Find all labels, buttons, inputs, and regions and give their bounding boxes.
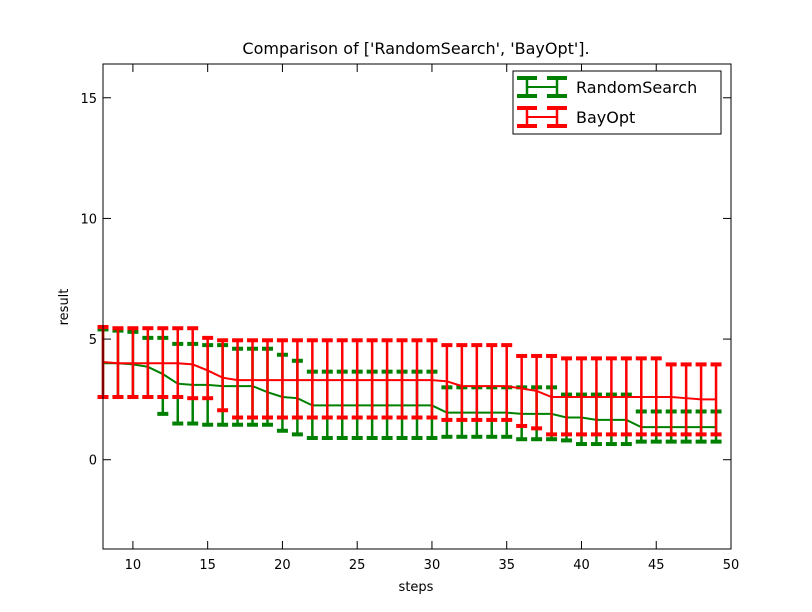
legend-label-BayOpt: BayOpt <box>576 108 635 127</box>
x-tick-label-30: 30 <box>424 558 441 573</box>
y-tick-label-0: 0 <box>89 454 97 469</box>
legend-item-RandomSearch: RandomSearch <box>517 76 697 98</box>
x-tick-label-45: 45 <box>648 558 665 573</box>
plot-frame <box>102 63 732 550</box>
legend-label-RandomSearch: RandomSearch <box>576 78 697 97</box>
y-tick-label-5: 5 <box>89 333 97 348</box>
legend-item-BayOpt: BayOpt <box>517 106 635 128</box>
chart-title: Comparison of ['RandomSearch', 'BayOpt']… <box>242 39 589 58</box>
x-axis-label: steps <box>399 580 434 595</box>
legend: RandomSearch BayOpt <box>512 70 722 135</box>
series-line-RandomSearch <box>103 362 717 429</box>
x-tick-label-25: 25 <box>349 558 366 573</box>
y-tick-label-10: 10 <box>80 212 97 227</box>
plot-area <box>97 325 722 447</box>
y-axis-label: result <box>57 289 72 326</box>
x-tick-label-35: 35 <box>498 558 515 573</box>
x-tick-label-10: 10 <box>125 558 142 573</box>
x-tick-label-50: 50 <box>723 558 740 573</box>
series-RandomSearch <box>97 327 722 447</box>
x-tick-label-20: 20 <box>274 558 291 573</box>
series-BayOpt <box>97 325 722 437</box>
series-line-BayOpt <box>102 361 717 401</box>
legend-box <box>512 70 722 135</box>
y-tick-label-15: 15 <box>80 92 97 107</box>
x-tick-label-40: 40 <box>573 558 590 573</box>
x-tick-label-15: 15 <box>199 558 216 573</box>
axis-ticks: 10 15 20 25 30 35 40 45 50 0 5 10 15 <box>80 64 739 573</box>
